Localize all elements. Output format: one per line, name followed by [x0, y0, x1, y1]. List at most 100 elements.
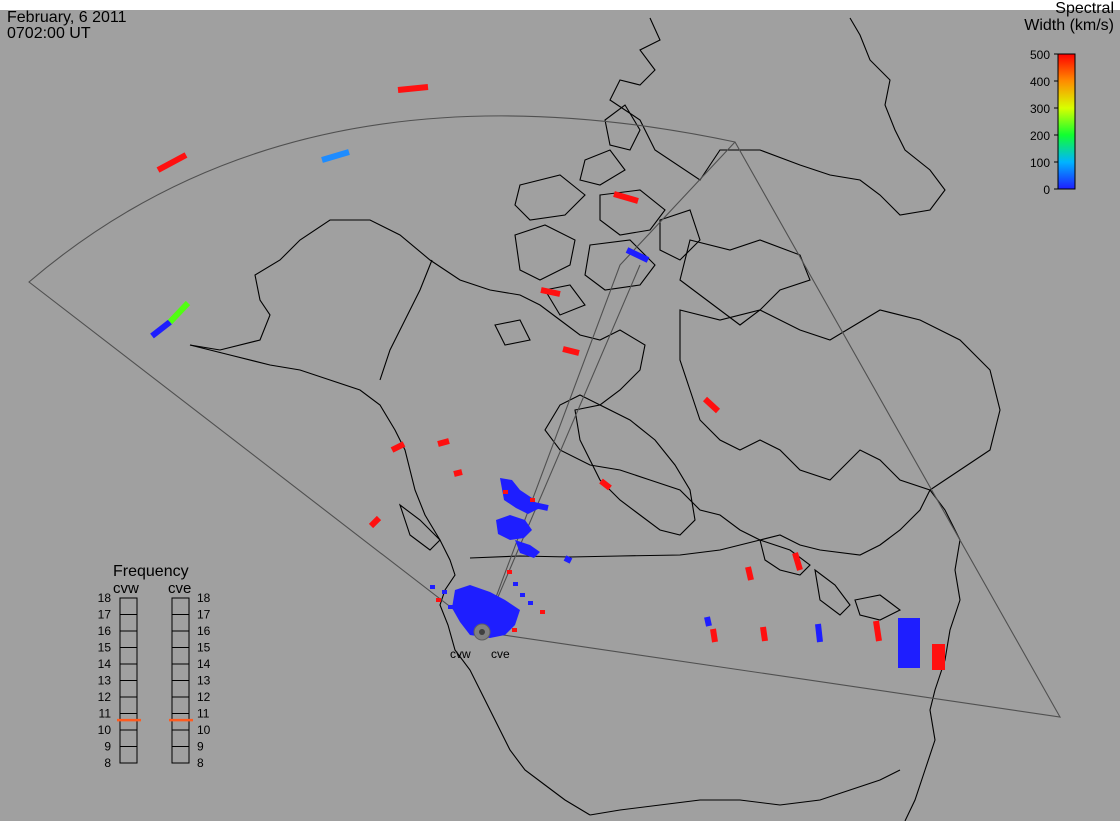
echo-cluster-south	[515, 540, 540, 558]
radar-site-marker	[473, 623, 491, 641]
echo-vector	[562, 346, 580, 356]
colorbar-tick-label: 300	[1030, 102, 1050, 116]
echo-vector	[599, 478, 612, 491]
echo-speck	[430, 585, 435, 589]
colorbar-tick-label: 100	[1030, 156, 1050, 170]
frequency-box-cve	[171, 746, 190, 764]
frequency-box-cvw	[119, 597, 138, 615]
echo-speck	[507, 570, 512, 574]
frequency-scale-label-right: 15	[197, 641, 211, 655]
echo-vector	[397, 84, 429, 93]
frequency-scale: 18 18 17 17 16 16 15 15 14 14 13 13 12 12 11 11 10 10 9 9 8 8	[98, 591, 211, 770]
frequency-scale-label-right: 9	[197, 740, 204, 754]
echo-vector	[613, 191, 639, 204]
frequency-scale-label-left: 17	[98, 608, 112, 622]
frequency-box-cve	[171, 680, 190, 698]
frequency-box-cvw	[119, 696, 138, 714]
frequency-box-cve	[171, 663, 190, 681]
colorbar-tick-label: 0	[1043, 183, 1050, 197]
echo-vector	[792, 552, 803, 571]
echo-vector	[453, 469, 463, 477]
colorbar-title-line1: Spectral	[1055, 0, 1114, 17]
echo-speck	[448, 605, 453, 609]
frequency-scale-label-left: 15	[98, 641, 112, 655]
echo-speck	[503, 490, 508, 494]
frequency-box-cvw	[119, 663, 138, 681]
colorbar-ticks: 500 400 300 200 100 0	[1030, 48, 1058, 197]
echo-vector	[745, 566, 754, 581]
colorbar-title: Spectral Width (km/s)	[1024, 0, 1114, 34]
echo-vector	[437, 438, 450, 447]
date-text: February, 6 2011	[7, 9, 127, 26]
echo-vector	[815, 623, 823, 643]
frequency-box-cve	[171, 597, 190, 615]
frequency-box-cve	[171, 630, 190, 648]
frequency-scale-label-left: 14	[98, 657, 112, 671]
echo-clusters	[430, 478, 945, 670]
colorbar-tick-label: 200	[1030, 129, 1050, 143]
frequency-box-cvw	[119, 647, 138, 665]
echo-vector	[368, 515, 382, 529]
frequency-scale-label-right: 12	[197, 690, 211, 704]
frequency-box-cvw	[119, 713, 138, 731]
frequency-scale-label-left: 12	[98, 690, 112, 704]
echo-vector	[150, 319, 172, 339]
frequency-scale-label-right: 14	[197, 657, 211, 671]
frequency-box-cvw	[119, 746, 138, 764]
echo-speck	[540, 610, 545, 614]
radar-label-cvw: cvw	[450, 647, 471, 661]
frequency-box-cve	[171, 729, 190, 747]
time-text: 0702:00 UT	[7, 25, 91, 42]
echo-cluster-north	[500, 478, 540, 514]
echo-vector	[563, 555, 573, 564]
timestamp-block: February, 6 2011 0702:00 UT	[7, 10, 126, 42]
frequency-panel: Frequency cvw cve 18 18 17 17 16 16 15 15 14 14 13…	[98, 563, 211, 770]
frequency-box-cvw	[119, 614, 138, 632]
radar-map: cvw cve 500 400 300 200 100 0 Frequency cvw c…	[28, 17, 1076, 821]
echo-cluster-cvw	[452, 585, 520, 638]
frequency-box-cvw	[119, 630, 138, 648]
colorbar-tick-label: 400	[1030, 75, 1050, 89]
echo-vector	[156, 152, 188, 173]
frequency-scale-label-left: 10	[98, 723, 112, 737]
echo-vector	[760, 626, 768, 642]
echo-speck	[520, 593, 525, 597]
frequency-scale-label-right: 17	[197, 608, 211, 622]
frequency-box-cvw	[119, 729, 138, 747]
echo-speck	[436, 598, 441, 602]
echo-speck	[528, 601, 533, 605]
echo-vectors	[150, 84, 882, 643]
frequency-scale-label-right: 11	[197, 707, 210, 721]
echo-vector	[710, 628, 718, 643]
frequency-scale-label-right: 16	[197, 624, 211, 638]
frequency-scale-label-left: 9	[104, 740, 111, 754]
echo-vector	[625, 247, 650, 263]
frequency-box-cvw	[119, 680, 138, 698]
frequency-box-cve	[171, 713, 190, 731]
echo-cluster-mid	[496, 515, 532, 540]
echo-speck	[530, 498, 535, 502]
colorbar-tick-label: 500	[1030, 48, 1050, 62]
colorbar-title-line2: Width (km/s)	[1024, 17, 1114, 34]
frequency-scale-label-right: 13	[197, 674, 211, 688]
echo-vector	[540, 287, 561, 297]
echo-vector	[321, 149, 350, 163]
echo-vector	[390, 441, 406, 453]
echo-vector	[873, 620, 882, 642]
frequency-title: Frequency	[113, 563, 189, 580]
radar-label-cve: cve	[491, 647, 510, 661]
frequency-box-cve	[171, 647, 190, 665]
echo-speck	[513, 582, 518, 586]
frequency-box-cve	[171, 696, 190, 714]
echo-speck	[442, 590, 447, 594]
coastlines	[189, 17, 1001, 821]
frequency-scale-label-left: 8	[104, 756, 111, 770]
echo-cluster-east	[898, 618, 920, 668]
frequency-col-label-cve: cve	[168, 580, 191, 597]
frequency-scale-label-left: 16	[98, 624, 112, 638]
frequency-col-label-cvw: cvw	[113, 580, 139, 597]
frequency-scale-label-left: 18	[98, 591, 112, 605]
echo-speck	[512, 628, 517, 632]
echo-vector	[702, 396, 721, 414]
